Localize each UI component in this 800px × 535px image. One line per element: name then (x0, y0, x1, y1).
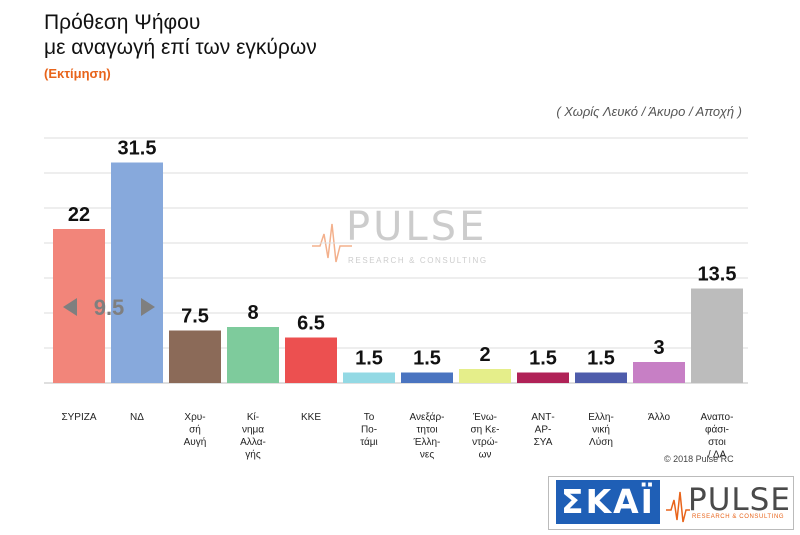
data-label: 3 (653, 337, 664, 359)
data-label: 13.5 (698, 264, 737, 286)
category-label: νική (592, 424, 610, 436)
pulse-logo-word: PULSE (688, 482, 791, 518)
category-label: Πο- (361, 425, 377, 436)
data-label: 1.5 (355, 348, 383, 370)
category-label: Αυγή (184, 436, 207, 448)
category-label: Αλλα- (240, 437, 266, 448)
category-label: ΣΥΡΙΖΑ (61, 412, 96, 423)
title-line-1: Πρόθεση Ψήφου (44, 11, 201, 34)
bar (517, 372, 569, 383)
gap-arrow-right (141, 298, 155, 316)
bar (53, 229, 105, 383)
bar (111, 162, 163, 383)
data-label: 1.5 (587, 348, 615, 370)
category-label: Χρυ- (184, 412, 205, 423)
bar (459, 369, 511, 383)
category-label: ΑΝΤ- (531, 412, 554, 423)
skai-logo: ΣΚΑΪ (556, 480, 660, 524)
category-label: τάμι (360, 436, 378, 448)
category-label: Ελλη- (588, 412, 614, 423)
bar (575, 372, 627, 383)
chart-title: Πρόθεση Ψήφου με αναγωγή επί των εγκύρων (44, 10, 317, 60)
brand-logos-frame (548, 476, 794, 530)
data-label: 1.5 (529, 348, 557, 370)
pulse-logo-wave-icon (666, 491, 690, 523)
category-label: Κί- (247, 411, 259, 423)
category-label: ΣΥΑ (534, 437, 553, 448)
pulse-watermark: PULSE RESEARCH & CONSULTING (312, 204, 502, 274)
category-label: Ένω- (472, 412, 497, 423)
data-label: 6.5 (297, 313, 325, 335)
category-label: τητοι (416, 425, 437, 436)
gap-arrow-left (63, 298, 77, 316)
bar (343, 372, 395, 383)
category-label: ΚΚΕ (301, 412, 321, 423)
bar (691, 288, 743, 383)
data-label: 1.5 (413, 348, 441, 370)
category-label: νημα (242, 425, 264, 436)
category-label: / ΔΑ (708, 450, 727, 461)
pulse-logo: PULSE RESEARCH & CONSULTING (666, 482, 790, 526)
category-label: γής (245, 449, 261, 461)
data-label: 7.5 (181, 306, 209, 328)
data-label: 31.5 (118, 138, 157, 160)
category-label: ων (479, 450, 492, 461)
category-label: Το (364, 412, 375, 423)
category-label: Λύση (589, 436, 613, 448)
pulse-logo-tagline: RESEARCH & CONSULTING (692, 514, 785, 520)
category-label: ση Κε- (471, 425, 500, 436)
copyright-text: © 2018 Pulse RC (664, 454, 734, 464)
bar (401, 372, 453, 383)
data-label: 2 (479, 344, 490, 366)
gap-annotation: 9.5 (94, 295, 125, 320)
category-label: Έλλη- (413, 437, 441, 448)
category-label: ΑΡ- (535, 425, 552, 436)
category-label: Αναπο- (701, 412, 734, 423)
category-label: σή (189, 424, 201, 436)
bar-chart: 22ΣΥΡΙΖΑ31.5ΝΔ7.5Χρυ-σήΑυγή8Κί-νημαΑλλα-… (44, 137, 748, 461)
bar (285, 337, 337, 383)
data-label: 22 (68, 204, 90, 226)
category-label: φάσι- (705, 424, 729, 436)
chart-subtitle: (Εκτίμηση) (44, 66, 111, 81)
category-label: Άλλο (648, 412, 671, 423)
watermark-tagline: RESEARCH & CONSULTING (348, 256, 488, 265)
category-label: ΝΔ (130, 412, 144, 423)
category-label: ντρώ- (472, 436, 498, 448)
chart-note: ( Χωρίς Λευκό / Άκυρο / Αποχή ) (556, 104, 742, 119)
title-line-2: με αναγωγή επί των εγκύρων (44, 36, 317, 59)
category-label: Ανεξάρ- (410, 411, 445, 423)
bar (227, 327, 279, 383)
pulse-wave-icon (312, 223, 352, 263)
data-label: 8 (247, 302, 258, 324)
watermark-word: PULSE (346, 204, 488, 250)
bar (633, 362, 685, 383)
category-label: στοι (708, 437, 726, 448)
category-label: νες (420, 450, 434, 461)
bar (169, 330, 221, 383)
